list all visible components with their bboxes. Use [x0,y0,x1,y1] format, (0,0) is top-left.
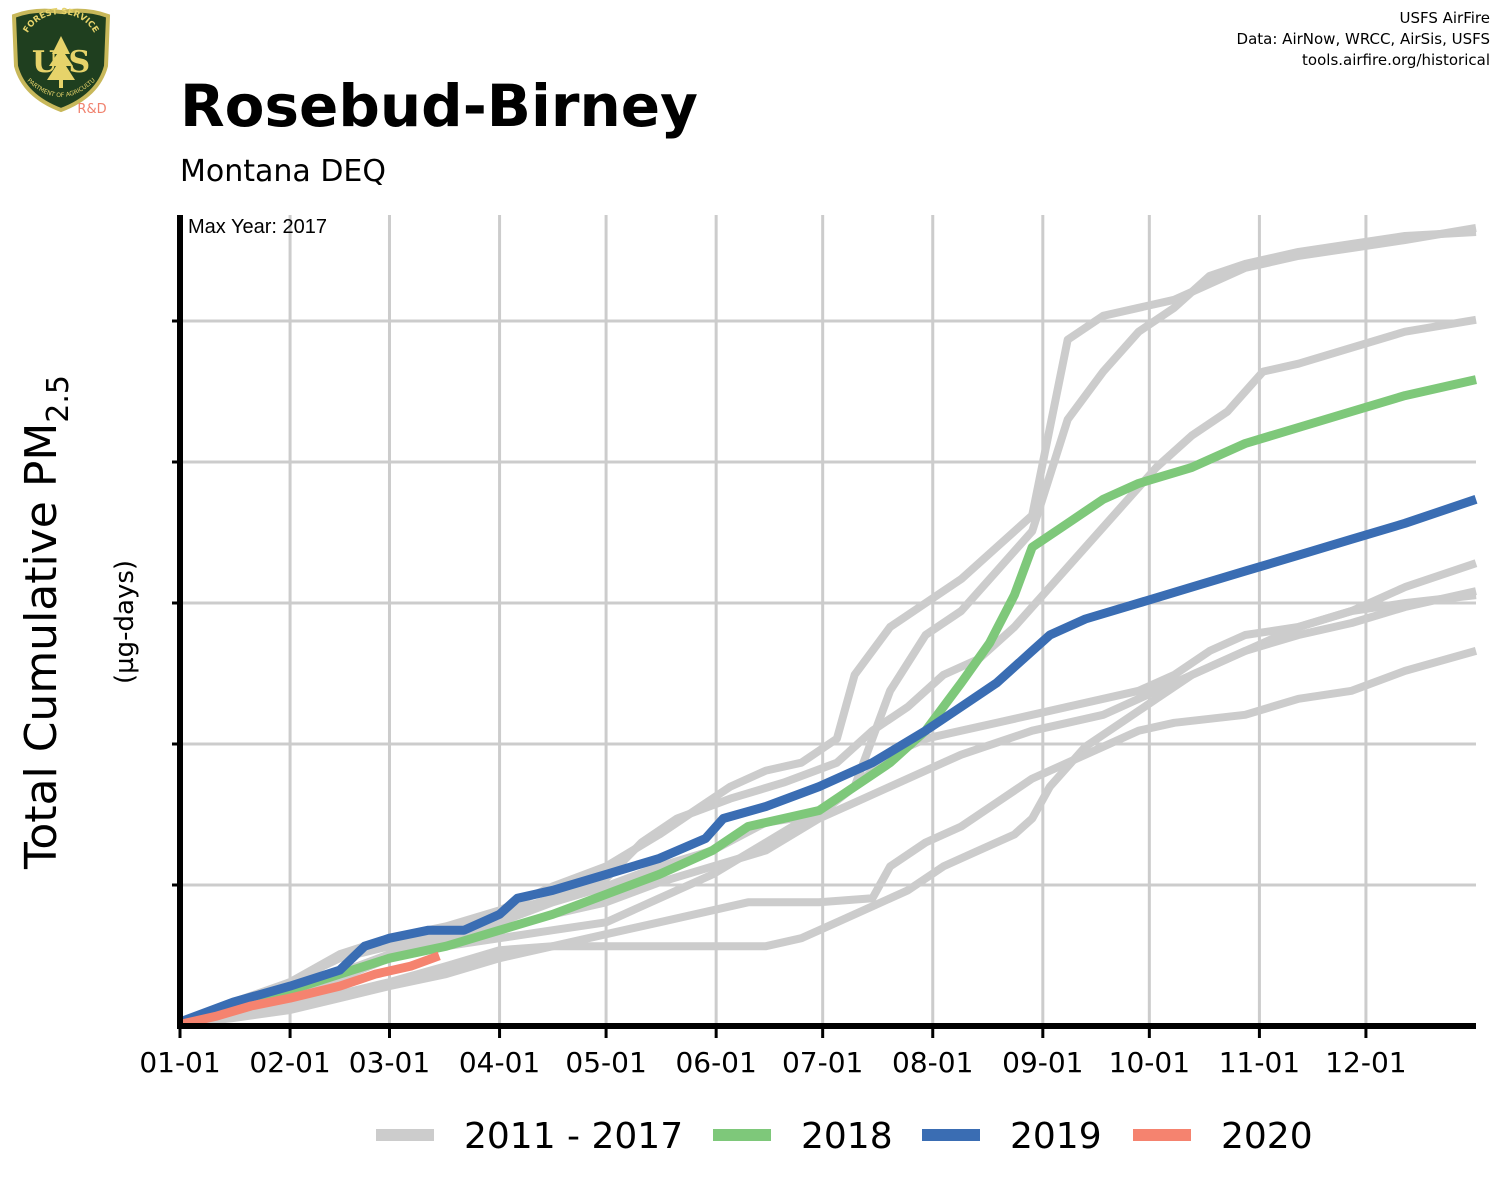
tree-icon [47,36,75,88]
series-line-2011-2017-6 [179,647,1478,1029]
logo-tag: R&D [77,102,106,116]
credit-block: USFS AirFire Data: AirNow, WRCC, AirSis,… [1237,8,1490,71]
axes: 01-01 02-01 03-01 04-01 05-01 06-01 07-01 08-01… [139,215,1476,1079]
credit-line: tools.airfire.org/historical [1302,51,1490,69]
x-tick-label: 02-01 [249,1046,330,1079]
y-axis-label-text: Total Cumulative PM [16,423,67,870]
legend-item: 2020 [1133,1116,1313,1157]
legend: 2011 - 2017 2018 2019 2020 [376,1116,1313,1157]
x-tick-label: 08-01 [892,1046,973,1079]
x-tick-label: 09-01 [1002,1046,1083,1079]
y-axis-units: (µg-days) [110,560,140,684]
legend-item: 2018 [713,1116,893,1157]
legend-label: 2011 - 2017 [464,1116,683,1157]
credit-line: USFS AirFire [1399,9,1490,27]
chart-subtitle: Montana DEQ [180,154,387,189]
legend-item: 2019 [922,1116,1102,1157]
y-axis-label: Total Cumulative PM2.5 [16,375,76,870]
credit-line: Data: AirNow, WRCC, AirSis, USFS [1236,30,1490,48]
y-axis-label-subscript: 2.5 [41,375,76,423]
x-tick-label: 01-01 [139,1046,220,1079]
x-tick-label: 11-01 [1219,1046,1300,1079]
series-line-2020-9 [179,951,441,1029]
x-tick-label: 03-01 [349,1046,430,1079]
x-tick-label: 06-01 [675,1046,756,1079]
max-year-annotation: Max Year: 2017 [188,216,327,238]
x-tick-label: 05-01 [565,1046,646,1079]
x-tick-label: 10-01 [1109,1046,1190,1079]
series-line-2011-2017-5 [179,559,1478,1029]
x-tick-label: 07-01 [782,1046,863,1079]
series-lines [178,224,1478,1029]
x-tick-label: 04-01 [459,1046,540,1079]
legend-label: 2019 [1010,1116,1102,1157]
legend-label: 2018 [801,1116,893,1157]
series-line-2011-2017-2 [178,315,1477,1026]
chart-title: Rosebud-Birney [180,72,698,140]
series-line-2018-7 [178,375,1477,1028]
x-tick-label: 12-01 [1325,1046,1406,1079]
legend-item: 2011 - 2017 [376,1116,683,1157]
series-line-2019-8 [178,495,1478,1027]
usfs-logo: FOREST SERVICE U S DEPARTMENT OF AGRICUL… [6,6,111,116]
legend-label: 2020 [1221,1116,1313,1157]
